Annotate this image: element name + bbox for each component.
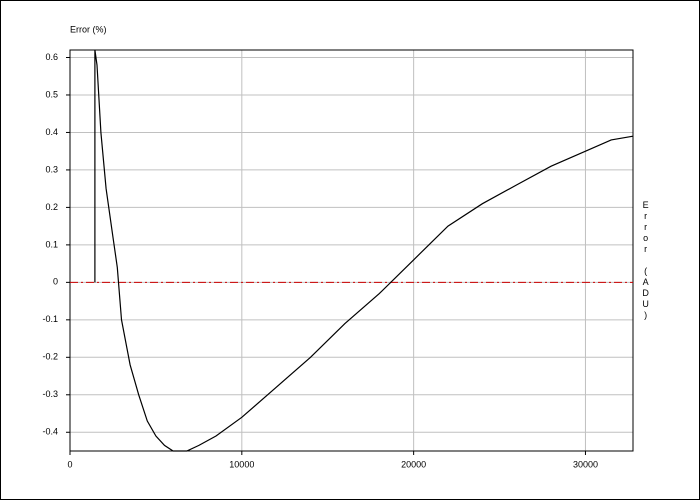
data-line (94, 49, 634, 452)
y-tick-label: 0.1 (45, 239, 58, 249)
y-tick-label: 0 (53, 277, 58, 287)
y-axis-label: Error (%) (70, 24, 107, 34)
y-tick-label: -0.4 (42, 427, 58, 437)
y-tick-label: -0.3 (42, 389, 58, 399)
y-tick-label: 0.2 (45, 202, 58, 212)
y-tick-label: 0.6 (45, 52, 58, 62)
y-tick-label: 0.5 (45, 89, 58, 99)
y-tick-label: -0.1 (42, 314, 58, 324)
x-tick-label: 10000 (229, 459, 254, 469)
x-tick-label: 30000 (573, 459, 598, 469)
y-tick-label: -0.2 (42, 352, 58, 362)
plot-border (69, 49, 634, 452)
y2-axis-label: Error (ADU) (641, 200, 651, 321)
plot-area (70, 50, 633, 451)
y-tick-label: 0.3 (45, 164, 58, 174)
x-tick-label: 0 (67, 459, 72, 469)
x-tick-label: 20000 (401, 459, 426, 469)
y-tick-label: 0.4 (45, 127, 58, 137)
